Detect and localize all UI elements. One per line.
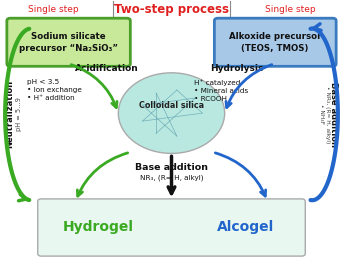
Text: Acidification: Acidification bbox=[74, 64, 138, 73]
Text: • NR₃, (R= H, alkyl)
• NH₄F: • NR₃, (R= H, alkyl) • NH₄F bbox=[319, 86, 330, 143]
FancyBboxPatch shape bbox=[214, 18, 336, 66]
FancyBboxPatch shape bbox=[38, 199, 305, 256]
Text: pH = 5…9: pH = 5…9 bbox=[16, 98, 22, 131]
Text: Base addition: Base addition bbox=[329, 82, 338, 147]
Text: Single step: Single step bbox=[264, 5, 315, 14]
Text: Colloidal silica: Colloidal silica bbox=[139, 101, 204, 110]
Text: pH < 3.5
• Ion exchange
• H⁺ addition: pH < 3.5 • Ion exchange • H⁺ addition bbox=[27, 79, 82, 101]
Text: H⁺ catalyzed
• Mineral acids
• RCOOH: H⁺ catalyzed • Mineral acids • RCOOH bbox=[194, 79, 248, 102]
Text: Alcogel: Alcogel bbox=[217, 220, 274, 235]
Text: Two-step process: Two-step process bbox=[114, 3, 229, 16]
Text: Base addition: Base addition bbox=[135, 163, 208, 172]
Text: Neutralization: Neutralization bbox=[5, 80, 14, 148]
Circle shape bbox=[118, 73, 225, 153]
Text: Hydrogel: Hydrogel bbox=[62, 220, 133, 235]
Text: Single step: Single step bbox=[28, 5, 79, 14]
Text: Sodium silicate
precursor “Na₂SiO₃”: Sodium silicate precursor “Na₂SiO₃” bbox=[19, 32, 118, 53]
Text: Alkoxide precursor
(TEOS, TMOS): Alkoxide precursor (TEOS, TMOS) bbox=[229, 32, 321, 53]
Text: Hydrolysis: Hydrolysis bbox=[210, 64, 263, 73]
FancyBboxPatch shape bbox=[7, 18, 130, 66]
Text: NR₃, (R= H, alkyl): NR₃, (R= H, alkyl) bbox=[140, 174, 203, 180]
